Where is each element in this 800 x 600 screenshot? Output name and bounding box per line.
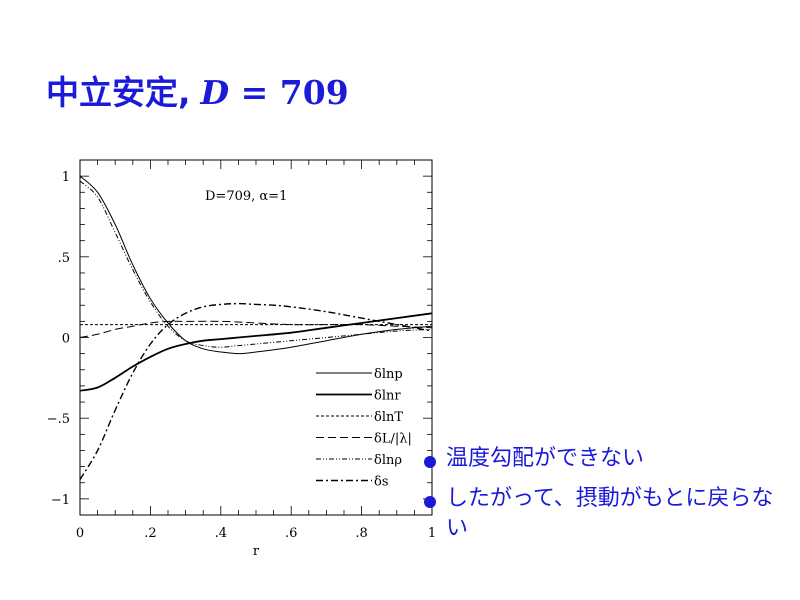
bullet-item: 温度勾配ができない	[424, 444, 784, 474]
title-eq-variable: D	[200, 73, 230, 112]
x-axis-label: r	[253, 544, 260, 559]
title-text: 中立安定,	[46, 73, 191, 112]
legend-label: δL/|λ|	[374, 432, 412, 447]
legend-label: δs	[374, 475, 389, 490]
bullet-text: 温度勾配ができない	[446, 446, 645, 471]
y-tick-label: 0	[62, 332, 70, 347]
legend-label: δlnT	[374, 410, 403, 425]
legend-label: δlnρ	[374, 453, 402, 468]
title-eq-value: = 709	[229, 73, 349, 112]
y-tick-label: .5	[58, 251, 70, 266]
bullet-list: 温度勾配ができない したがって、摂動がもとに戻らない	[424, 444, 784, 554]
y-tick-label: −.5	[47, 412, 70, 427]
series-line	[79, 175, 433, 355]
x-tick-label: .8	[355, 526, 367, 541]
bullet-text: したがって、摂動がもとに戻らない	[446, 486, 774, 541]
legend-label: δlnr	[374, 389, 401, 404]
y-tick-label: −1	[51, 493, 70, 508]
x-tick-label: .2	[144, 526, 156, 541]
legend-label: δlnp	[374, 367, 403, 382]
series-line	[79, 320, 433, 338]
x-tick-label: 0	[76, 526, 84, 541]
bullet-dot-icon	[424, 496, 436, 508]
title-equation: D = 709	[201, 73, 349, 112]
x-tick-label: .6	[285, 526, 297, 541]
slide-title: 中立安定, D = 709	[46, 66, 349, 114]
y-tick-label: 1	[62, 170, 70, 185]
chart-annotation: D=709, α=1	[205, 189, 287, 204]
x-tick-label: .4	[215, 526, 227, 541]
series-line	[79, 180, 433, 348]
series-line	[79, 312, 433, 392]
bullet-item: したがって、摂動がもとに戻らない	[424, 484, 784, 544]
x-tick-label: 1	[428, 526, 436, 541]
bullet-dot-icon	[424, 456, 436, 468]
series-line	[79, 302, 433, 480]
